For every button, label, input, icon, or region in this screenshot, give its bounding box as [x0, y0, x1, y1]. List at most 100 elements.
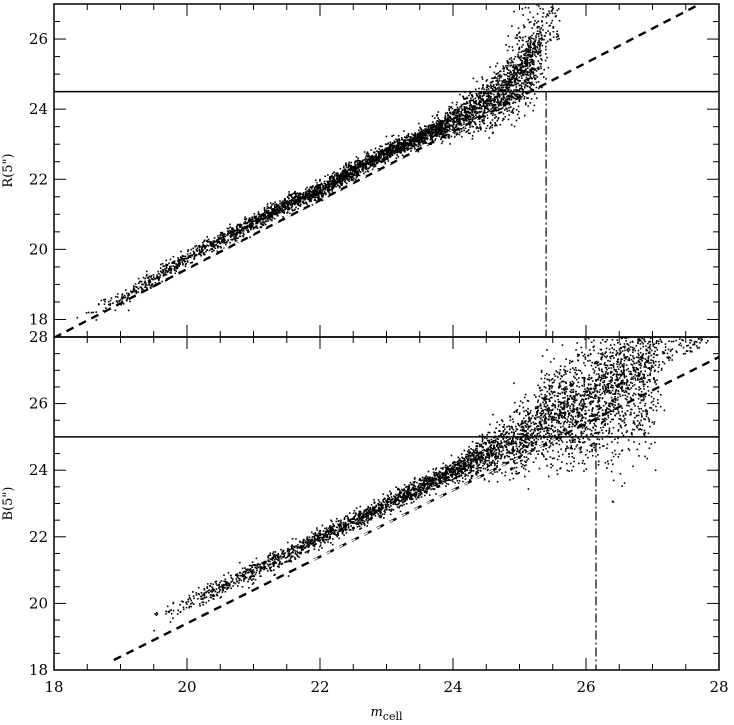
scatter-point	[508, 61, 510, 64]
scatter-point	[390, 155, 392, 158]
scatter-point	[416, 138, 418, 141]
scatter-point	[358, 168, 361, 171]
scatter-point	[478, 127, 480, 129]
scatter-point	[536, 76, 539, 78]
scatter-point	[272, 202, 274, 205]
scatter-point	[350, 167, 352, 169]
scatter-point	[332, 182, 334, 185]
scatter-point	[216, 239, 218, 241]
scatter-point	[523, 26, 525, 29]
scatter-point	[240, 224, 243, 226]
scatter-point	[281, 207, 283, 210]
scatter-point	[263, 207, 266, 209]
scatter-point	[236, 573, 239, 575]
scatter-point	[229, 226, 232, 228]
scatter-point	[469, 126, 471, 128]
scatter-point	[159, 274, 162, 276]
scatter-point	[288, 208, 291, 211]
scatter-point	[249, 226, 251, 229]
scatter-point	[482, 86, 484, 88]
scatter-point	[389, 141, 392, 144]
scatter-point	[556, 38, 559, 41]
scatter-point	[370, 157, 372, 160]
scatter-point	[496, 84, 498, 86]
scatter-point	[552, 30, 555, 33]
scatter-point	[310, 197, 313, 200]
scatter-point	[469, 118, 471, 121]
scatter-point	[322, 194, 324, 197]
scatter-point	[390, 150, 393, 153]
scatter-point	[254, 218, 256, 220]
scatter-point	[347, 175, 349, 178]
scatter-point	[459, 93, 461, 96]
scatter-point	[444, 116, 447, 118]
scatter-point	[196, 250, 198, 252]
scatter-point	[263, 222, 266, 224]
scatter-point	[365, 165, 367, 167]
scatter-point	[169, 265, 171, 268]
scatter-point	[404, 140, 407, 143]
scatter-point	[534, 39, 537, 41]
scatter-point	[478, 110, 481, 113]
scatter-point	[505, 87, 508, 90]
scatter-point	[505, 86, 508, 88]
scatter-point	[289, 212, 291, 215]
scatter-point	[534, 20, 536, 22]
scatter-point	[524, 59, 526, 62]
scatter-point	[520, 61, 523, 64]
scatter-point	[496, 79, 499, 81]
scatter-point	[492, 97, 494, 100]
scatter-point	[219, 231, 222, 234]
scatter-point	[352, 179, 355, 181]
scatter-point	[431, 127, 433, 129]
scatter-point	[491, 104, 493, 107]
scatter-point	[615, 412, 618, 415]
scatter-point	[396, 150, 398, 153]
scatter-point	[508, 75, 511, 78]
scatter-point	[317, 186, 320, 189]
scatter-point	[437, 123, 439, 126]
scatter-point	[429, 133, 431, 136]
scatter-point	[556, 33, 558, 35]
scatter-point	[549, 32, 551, 34]
scatter-point	[471, 110, 473, 112]
scatter-point	[194, 255, 196, 257]
scatter-point	[475, 114, 477, 116]
scatter-point	[305, 188, 307, 191]
scatter-point	[532, 32, 535, 35]
scatter-point	[137, 291, 140, 293]
scatter-point	[403, 139, 405, 141]
scatter-point	[253, 213, 256, 215]
scatter-point	[341, 180, 344, 183]
scatter-point	[263, 212, 265, 215]
scatter-point	[616, 441, 619, 444]
scatter-point	[434, 139, 436, 141]
scatter-point	[264, 214, 266, 217]
scatter-point	[422, 132, 425, 134]
scatter-point	[202, 241, 204, 244]
scatter-point	[372, 159, 375, 162]
scatter-point	[481, 119, 484, 121]
scatter-point	[392, 134, 395, 137]
scatter-point	[298, 193, 300, 195]
scatter-point	[337, 172, 339, 174]
scatter-point	[452, 465, 454, 467]
scatter-point	[144, 277, 146, 280]
scatter-point	[315, 193, 317, 195]
scatter-point	[417, 141, 420, 143]
scatter-point	[398, 143, 401, 145]
scatter-point	[288, 194, 290, 197]
scatter-point	[492, 112, 494, 115]
scatter-point	[494, 76, 496, 78]
scatter-point	[473, 115, 475, 118]
scatter-point	[475, 108, 478, 110]
scatter-point	[588, 439, 591, 441]
scatter-point	[494, 123, 497, 126]
scatter-point	[343, 168, 346, 171]
scatter-point	[258, 570, 261, 573]
scatter-point	[448, 129, 450, 132]
scatter-point	[346, 171, 349, 174]
scatter-point	[431, 135, 433, 138]
scatter-point	[550, 39, 552, 42]
scatter-point	[235, 229, 238, 232]
